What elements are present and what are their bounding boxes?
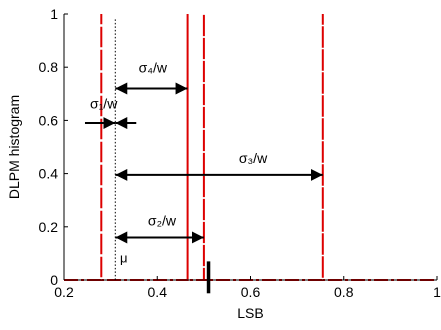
series-layer <box>64 14 437 281</box>
x-axis-label: LSB <box>237 305 263 321</box>
x-tick-label: 0.8 <box>334 284 354 300</box>
mu-label: μ <box>120 251 128 266</box>
sigma-label: σ₁/w <box>90 95 118 111</box>
sigma-label: σ₄/w <box>139 60 168 76</box>
y-tick-label: 0.4 <box>39 166 59 182</box>
x-tick-label: 0.6 <box>241 284 261 300</box>
x-tick-label: 0.4 <box>148 284 168 300</box>
histogram-series-line <box>64 14 437 281</box>
y-axis-label: DLPM histogram <box>6 95 22 199</box>
y-tick-label: 0.6 <box>39 112 59 128</box>
y-tick-label: 0.8 <box>39 59 59 75</box>
x-tick-label: 1 <box>433 284 441 300</box>
sigma-label: σ₃/w <box>239 150 268 166</box>
y-tick-label: 0.2 <box>39 219 59 235</box>
axes-layer <box>63 14 437 281</box>
tick-layer: 0.2 0.4 0.6 0.8 100.20.40.60.81 <box>39 6 441 300</box>
sigma-label: σ₂/w <box>148 212 177 228</box>
y-tick-label: 0 <box>50 272 58 288</box>
annotation-layer: σ₄/w σ₁/w σ₃/w σ₂/w μ <box>84 19 323 294</box>
y-tick-label: 1 <box>50 6 58 22</box>
x-tick-label: 0.2 <box>54 284 74 300</box>
